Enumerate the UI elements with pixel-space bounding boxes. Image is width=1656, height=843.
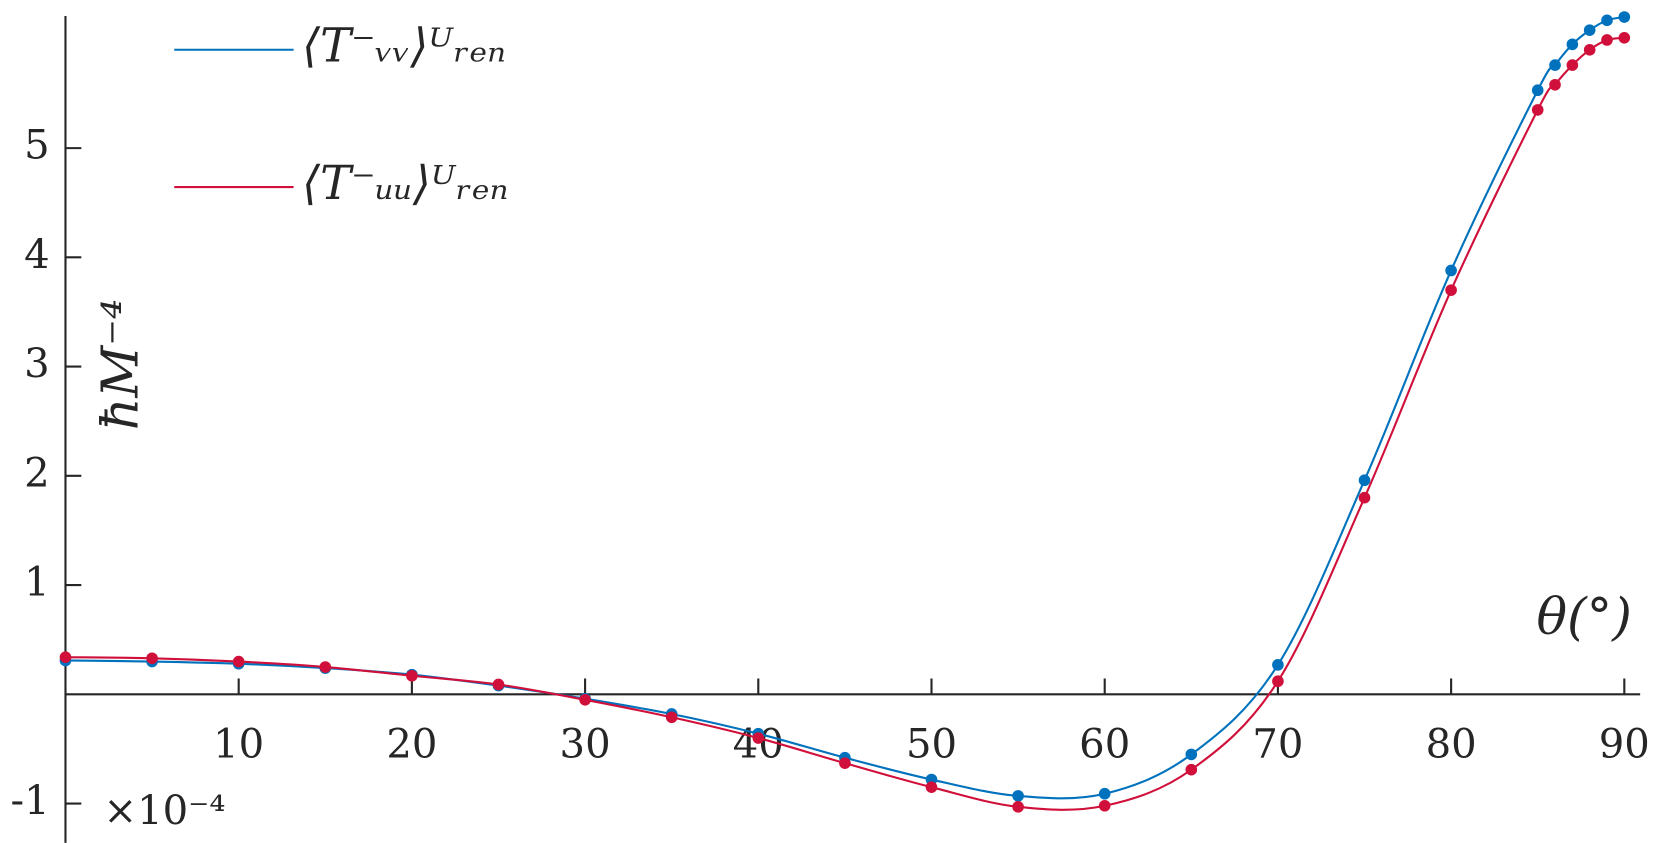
data-point <box>1098 799 1111 812</box>
x-tick-label: 70 <box>1252 721 1303 767</box>
y-tick-label: 1 <box>24 560 50 606</box>
x-tick-label: 50 <box>906 721 957 767</box>
x-tick-label: 90 <box>1599 721 1650 767</box>
data-point <box>146 652 158 665</box>
data-point <box>1272 659 1284 671</box>
data-point <box>492 678 505 691</box>
data-point <box>1566 38 1579 51</box>
y-tick-label: 3 <box>24 341 50 387</box>
x-tick-label: 20 <box>386 721 437 767</box>
x-tick-label: 80 <box>1426 721 1477 767</box>
y-tick-label: -1 <box>11 778 50 824</box>
y-tick-label: 5 <box>24 123 50 169</box>
data-point <box>1583 44 1596 56</box>
data-point <box>1445 264 1457 277</box>
y-tick-label: 4 <box>24 232 50 278</box>
data-point <box>1601 14 1613 27</box>
data-point <box>1583 24 1596 36</box>
data-point <box>1445 284 1457 296</box>
data-point <box>1185 763 1198 776</box>
axis-multiplier: ×10⁻⁴ <box>104 788 226 834</box>
data-point <box>319 661 332 673</box>
data-point <box>1185 748 1198 761</box>
y-tick-label: 2 <box>24 450 50 496</box>
data-point <box>1618 11 1631 23</box>
data-point <box>1601 34 1613 46</box>
data-point <box>406 669 418 682</box>
series-line <box>65 15 1625 800</box>
data-point <box>1549 78 1561 91</box>
data-point <box>752 732 765 744</box>
x-tick-label: 60 <box>1079 721 1130 767</box>
data-point <box>1358 474 1371 487</box>
data-point <box>232 655 245 668</box>
data-point <box>59 651 72 663</box>
data-point <box>1566 59 1579 71</box>
data-point <box>1272 675 1284 688</box>
data-point <box>1531 84 1544 97</box>
data-point <box>1012 790 1024 802</box>
data-point <box>579 693 591 706</box>
data-point <box>665 711 678 724</box>
data-point <box>1012 801 1024 813</box>
x-axis-label: θ(°) <box>1536 587 1631 646</box>
data-point <box>1618 31 1631 44</box>
data-point <box>1531 104 1544 116</box>
x-tick-label: 10 <box>213 721 264 767</box>
legend-label: ⟨T⁻ᵥᵥ⟩ᵁᵣₑₙ <box>302 19 506 73</box>
y-axis-label: ħM⁻⁴ <box>91 299 150 431</box>
data-point <box>839 757 851 769</box>
data-point <box>1549 59 1561 71</box>
legend-label: ⟨T⁻ᵤᵤ⟩ᵁᵣₑₙ <box>302 156 508 210</box>
data-point <box>1098 787 1111 800</box>
data-point <box>1358 491 1371 504</box>
data-point <box>925 781 938 793</box>
x-tick-label: 30 <box>560 721 611 767</box>
